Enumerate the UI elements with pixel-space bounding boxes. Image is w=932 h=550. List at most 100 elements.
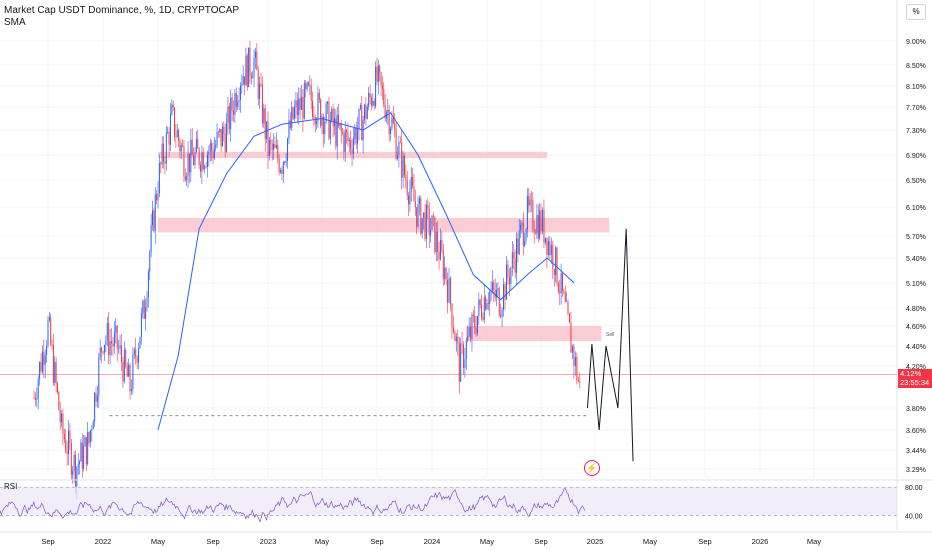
- candle-body: [59, 409, 61, 423]
- candle-body: [357, 128, 359, 144]
- symbol-title[interactable]: Market Cap USDT Dominance, %, 1D, CRYPTO…: [4, 5, 240, 16]
- candle-body: [434, 216, 436, 253]
- candle-body: [79, 461, 81, 465]
- y-tick-label: 4.60%: [906, 324, 926, 331]
- percent-scale-button[interactable]: %: [906, 4, 926, 20]
- candle-body: [132, 354, 134, 389]
- y-tick-label: 3.60%: [906, 428, 926, 435]
- candle-body: [266, 121, 268, 140]
- candle-body: [39, 362, 41, 379]
- price-axis[interactable]: 9.00% 8.50% 8.10% 7.70% 7.30% 6.90% 6.50% 6.10%…: [896, 0, 926, 530]
- candle-body: [481, 304, 483, 317]
- candle-body: [373, 100, 375, 107]
- candle-body: [119, 345, 121, 349]
- candle-body: [567, 301, 569, 314]
- candle-body: [520, 224, 522, 231]
- candle-body: [413, 185, 415, 202]
- y-tick-label: 6.10%: [906, 205, 926, 212]
- candle-body: [250, 75, 252, 79]
- candle-body: [118, 348, 120, 349]
- y-tick-label: 3.29%: [906, 467, 926, 474]
- candle-body: [302, 96, 304, 119]
- candle-body: [237, 101, 239, 107]
- candle-body: [174, 107, 176, 137]
- candle-body: [282, 161, 284, 174]
- sma-indicator-label[interactable]: SMA: [4, 17, 26, 28]
- y-tick-label: 9.00%: [906, 39, 926, 46]
- candle-body: [321, 116, 323, 126]
- candle-body: [143, 300, 145, 319]
- candle-body: [540, 210, 542, 231]
- candle-body: [449, 278, 451, 304]
- candle-body: [327, 101, 329, 104]
- candle-body: [77, 464, 79, 468]
- candle-body: [380, 72, 382, 86]
- candle-body: [51, 344, 53, 346]
- candle-body: [562, 273, 564, 291]
- candle-body: [87, 432, 89, 464]
- candle-body: [75, 454, 76, 487]
- candle-body: [529, 199, 531, 206]
- candle-body: [94, 392, 96, 422]
- candle-body: [152, 210, 153, 226]
- candle-body: [120, 345, 122, 362]
- candle-body: [70, 442, 72, 475]
- candle-body: [516, 238, 518, 273]
- candle-body: [165, 132, 167, 164]
- candle-body: [169, 114, 171, 145]
- candle-body: [560, 273, 562, 294]
- candle-body: [136, 357, 138, 363]
- candle-body: [322, 116, 324, 135]
- candle-body: [316, 121, 318, 125]
- candle-body: [351, 148, 353, 154]
- candle-body: [405, 175, 407, 181]
- candle-body: [149, 252, 151, 272]
- candle-body: [570, 322, 572, 353]
- candle-body: [431, 215, 433, 231]
- candle-body: [161, 143, 163, 165]
- candle-body: [388, 109, 390, 135]
- candle-body: [418, 198, 420, 204]
- candle-body: [391, 117, 393, 129]
- candle-body: [62, 413, 64, 434]
- candle-body: [231, 97, 233, 111]
- lightning-icon[interactable]: ⚡: [584, 460, 600, 476]
- x-tick-label: May: [151, 537, 165, 546]
- candle-body: [289, 120, 291, 129]
- rsi-indicator-label[interactable]: RSI: [4, 482, 18, 491]
- candle-body: [530, 199, 532, 201]
- candle-body: [226, 122, 228, 152]
- candle-body: [335, 118, 337, 147]
- candle-body: [375, 66, 377, 107]
- candle-body: [211, 143, 213, 151]
- candle-body: [260, 83, 262, 85]
- candle-body: [227, 106, 229, 123]
- candle-body: [240, 85, 241, 100]
- candle-body: [359, 105, 361, 109]
- x-tick-label: Sep: [698, 537, 711, 546]
- candle-body: [85, 437, 87, 464]
- candle-body: [366, 106, 368, 119]
- candle-body: [125, 349, 127, 367]
- sell-annotation: Sell: [606, 332, 615, 338]
- candle-body: [564, 293, 566, 302]
- candle-body: [244, 76, 246, 86]
- candle-body: [409, 190, 411, 205]
- candle-body: [277, 145, 279, 159]
- candle-body: [482, 316, 484, 320]
- time-axis[interactable]: Sep 2022 May Sep 2023 May Sep 2024 May Sep 2025 May…: [0, 531, 932, 546]
- candle-body: [352, 138, 354, 154]
- candle-body: [54, 361, 56, 383]
- candle-body: [331, 108, 333, 121]
- candle-body: [306, 82, 308, 90]
- candle-body: [514, 258, 516, 273]
- candle-body: [154, 194, 156, 232]
- candle-body: [355, 127, 357, 144]
- candle-body: [317, 92, 319, 122]
- candle-body: [338, 114, 340, 126]
- candle-body: [101, 347, 103, 352]
- candle-body: [547, 241, 549, 255]
- candle-body: [420, 198, 422, 234]
- candle-body: [444, 267, 446, 279]
